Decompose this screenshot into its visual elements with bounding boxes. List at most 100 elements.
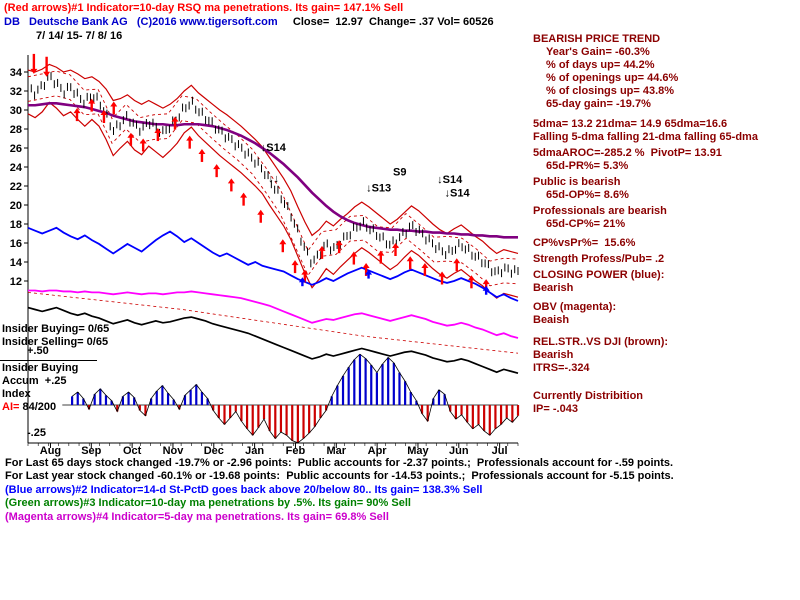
insider-buying-label: Insider Buying= 0/65 — [2, 323, 110, 335]
footer-indicator-summary: For Last 65 days stock changed -19.7% or… — [5, 457, 674, 524]
ai-label: AI= — [2, 401, 20, 413]
series-ma_65day — [28, 102, 518, 239]
right-panel-line: Bearish — [533, 282, 574, 294]
y-axis-tick-label: 12 — [10, 276, 22, 288]
series-upper_band — [27, 63, 519, 255]
right-panel-line: 5dma= 13.2 21dma= 14.9 65dma=16.6 — [533, 118, 728, 130]
right-panel-line: 5dmaAROC=-285.2 % PivotP= 13.91 — [533, 147, 722, 159]
right-panel-line: Falling 5-dma falling 21-dma falling 65-… — [533, 131, 758, 143]
right-panel-line: REL.STR..VS DJI (brown): — [533, 336, 669, 348]
series-inner_lower_band — [27, 95, 519, 287]
signal-annotation: ↓S13 — [366, 183, 391, 195]
y-axis-tick-label: 30 — [10, 105, 22, 117]
series-lower_band — [27, 101, 519, 299]
right-panel-line: ITRS=-.324 — [533, 362, 590, 374]
right-panel-line: BEARISH PRICE TREND — [533, 33, 661, 45]
x-axis-month-label: Jun — [449, 445, 469, 457]
right-panel-group: BEARISH PRICE TREND Year's Gain= -60.3% % … — [533, 33, 799, 111]
signal-annotation: ↓S14 — [261, 142, 287, 154]
footer-line: (Magenta arrows)#4 Indicator=5-day ma pe… — [5, 510, 389, 523]
x-axis-month-label: Jan — [245, 445, 264, 457]
footer-line: For Last 65 days stock changed -19.7% or… — [5, 457, 674, 469]
right-panel-line: CP%vsPr%= 15.6% — [533, 237, 636, 249]
footer-line: (Blue arrows)#2 Indicator=14-d St-PctD g… — [5, 483, 483, 496]
right-panel-line: 65d-PR%= 5.3% — [546, 160, 629, 172]
y-axis-tick-label: 18 — [10, 219, 22, 231]
accum-panel-title-2: Accum +.25 — [2, 375, 67, 387]
right-panel-group: CLOSING POWER (blue): Bearish — [533, 269, 799, 295]
signal-annotation: S9 — [393, 167, 406, 179]
right-panel-line: % of openings up= 44.6% — [546, 72, 679, 84]
x-axis-month-label: Jul — [492, 445, 508, 457]
date-range: 7/ 14/ 15- 7/ 8/ 16 — [36, 30, 123, 42]
accum-scale-plus50: +.50 — [27, 345, 49, 357]
right-panel-line: OBV (magenta): — [533, 301, 617, 313]
x-axis-month-label: Nov — [163, 445, 185, 457]
right-panel-line: Professionals are bearish — [533, 205, 667, 217]
signal-annotation: ↓S14 — [445, 187, 471, 199]
x-axis-month-label: Aug — [40, 445, 61, 457]
right-panel-line: IP= -.043 — [533, 403, 578, 415]
x-axis-month-label: Dec — [204, 445, 224, 457]
x-axis-month-label: Feb — [286, 445, 306, 457]
right-panel-group: OBV (magenta): Beaish — [533, 301, 799, 327]
series-rel_str_vs_dji — [27, 306, 519, 374]
right-panel-line: Strength Profess/Pub= .2 — [533, 253, 665, 265]
stock-symbol-name: DB Deutsche Bank AG (C)2016 www.tigersof… — [4, 16, 278, 28]
right-panel-group: 5dma= 13.2 21dma= 14.9 65dma=16.6 Falling… — [533, 118, 799, 144]
right-panel-group: 5dmaAROC=-285.2 % PivotP= 13.91 65d-PR%= … — [533, 147, 799, 173]
signal-arrows — [30, 53, 490, 295]
accum-panel-title-3: Index — [2, 388, 31, 400]
accum-scale-minus25: -.25 — [27, 427, 46, 439]
y-axis-tick-label: 34 — [10, 67, 23, 79]
stock-info-line: DB Deutsche Bank AG (C)2016 www.tigersof… — [4, 16, 494, 29]
x-axis-month-label: May — [407, 445, 429, 457]
y-axis-tick-label: 24 — [10, 162, 23, 174]
right-panel-line: Year's Gain= -60.3% — [546, 46, 650, 58]
right-panel-line: 65-day gain= -19.7% — [546, 98, 651, 110]
accum-panel-divider — [0, 360, 97, 361]
right-panel-group: Professionals are bearish 65d-CP%= 21% — [533, 205, 799, 231]
price-chart-canvas: 34 32 30 28 26 24 22 20 18 16 14 12 Aug Sep Oct Nov Dec J… — [10, 53, 520, 457]
axes: 34 32 30 28 26 24 22 20 18 16 14 12 Aug Sep Oct Nov Dec J… — [10, 55, 519, 457]
accum-histogram — [62, 353, 520, 444]
right-panel-line: CLOSING POWER (blue): — [533, 269, 665, 281]
right-panel-group: Strength Profess/Pub= .2 — [533, 253, 799, 266]
indicator1-header: (Red arrows)#1 Indicator=10-day RSQ ma p… — [4, 2, 404, 14]
right-panel-group: Public is bearish 65d-OP%= 8.6% — [533, 176, 799, 202]
y-axis-tick-label: 22 — [10, 181, 22, 193]
y-axis-tick-label: 28 — [10, 124, 22, 136]
right-panel-line: 65d-OP%= 8.6% — [546, 189, 629, 201]
accum-panel-title-1: Insider Buying — [2, 362, 79, 374]
right-panel-group: REL.STR..VS DJI (brown): Bearish ITRS=-.32… — [533, 336, 799, 375]
right-panel-line: Public is bearish — [533, 176, 621, 188]
series-closing_power — [27, 226, 519, 302]
x-axis-month-label: Mar — [327, 445, 347, 457]
right-panel-line: Currently Distribition — [533, 390, 644, 402]
right-panel-line: 65d-CP%= 21% — [546, 218, 626, 230]
x-axis-month-label: Apr — [368, 445, 388, 457]
x-axis-month-label: Sep — [81, 445, 101, 457]
series-obv — [28, 289, 519, 339]
footer-line: For Last year stock changed -60.1% or -1… — [5, 470, 674, 483]
right-panel-line: Beaish — [533, 314, 570, 326]
y-axis-tick-label: 32 — [10, 86, 22, 98]
y-axis-tick-label: 14 — [10, 257, 23, 269]
x-axis-month-label: Oct — [123, 445, 142, 457]
right-panel-group: CP%vsPr%= 15.6% — [533, 237, 799, 250]
insider-selling-label: Insider Selling= 0/65 — [2, 336, 109, 348]
right-panel-line: Bearish — [533, 349, 574, 361]
right-panel-group: Currently Distribition IP= -.043 — [533, 390, 799, 416]
y-axis-tick-label: 16 — [10, 238, 22, 250]
right-analysis-panel: BEARISH PRICE TREND Year's Gain= -60.3% % … — [533, 33, 799, 416]
signal-annotation: ↓↓ — [268, 173, 279, 185]
signal-annotation: ↓S14 — [437, 174, 463, 186]
footer-line: (Green arrows)#3 Indicator=10-day ma pen… — [5, 497, 411, 510]
y-axis-tick-label: 20 — [10, 200, 22, 212]
ai-reading: AI= 84/200 — [2, 401, 56, 414]
right-panel-line: % of closings up= 43.8% — [546, 85, 675, 97]
close-change-vol: Close= 12.97 Change= .37 Vol= 60526 — [277, 16, 494, 28]
series-lower_ref_dotted — [27, 292, 519, 354]
